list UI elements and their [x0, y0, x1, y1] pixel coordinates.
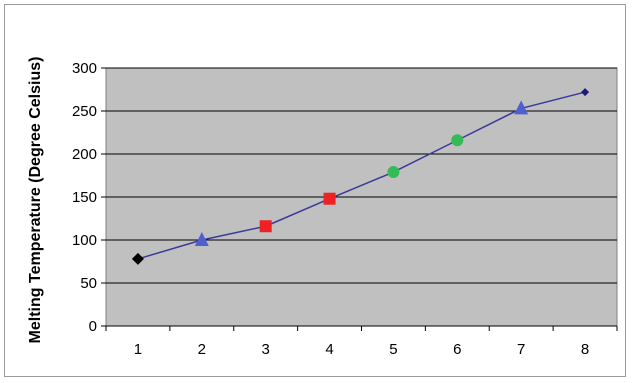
y-tick-label: 300: [72, 60, 97, 77]
plot-area-group: 0 50 100 150 200 250 300 1 2 3 4 5 6 7 8: [72, 60, 618, 358]
data-point-2: [194, 232, 209, 246]
x-tick-label: 1: [134, 341, 142, 358]
data-point-1: [131, 252, 144, 265]
data-markers: [131, 88, 590, 265]
x-tick-label: 8: [581, 341, 589, 358]
x-axis-ticks: 1 2 3 4 5 6 7 8: [105, 326, 618, 358]
data-point-6: [451, 134, 464, 147]
y-tick-label: 150: [72, 189, 97, 206]
x-tick-label: 7: [517, 341, 525, 358]
y-tick-label: 0: [89, 318, 97, 335]
data-point-7: [514, 100, 529, 115]
data-point-3: [259, 220, 272, 233]
y-tick-label: 250: [72, 103, 97, 120]
y-tick-label: 200: [72, 146, 97, 163]
data-point-4: [323, 192, 336, 205]
x-tick-label: 2: [198, 341, 206, 358]
y-axis-ticks: 0 50 100 150 200 250 300: [72, 60, 106, 335]
series-line: [137, 91, 586, 260]
x-tick-label: 4: [325, 341, 333, 358]
y-axis-title: Melting Temperature (Degree Celsius): [27, 57, 44, 344]
y-tick-label: 100: [72, 232, 97, 249]
x-tick-label: 5: [389, 341, 397, 358]
x-tick-label: 6: [453, 341, 461, 358]
x-tick-label: 3: [262, 341, 270, 358]
y-tick-label: 50: [80, 275, 97, 292]
data-point-8: [581, 88, 590, 97]
data-point-5: [387, 166, 400, 179]
gridlines: [106, 67, 617, 327]
